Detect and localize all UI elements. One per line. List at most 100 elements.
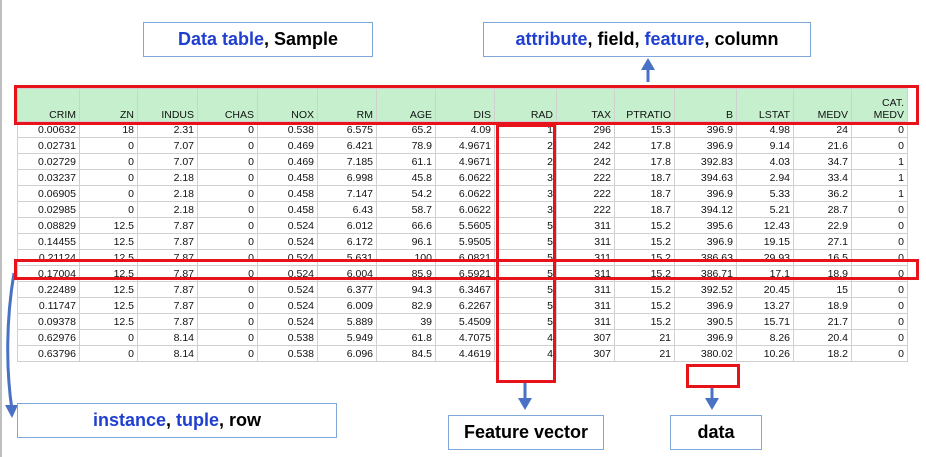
table-cell: 21.6 <box>793 137 852 154</box>
table-cell: 12.5 <box>79 217 138 234</box>
table-cell: 0 <box>197 329 258 346</box>
table-cell: 6.421 <box>317 137 377 154</box>
instance-text: instance <box>92 410 166 430</box>
up-arrow <box>641 58 655 82</box>
table-cell: 15 <box>793 281 852 298</box>
table-cell: 390.5 <box>674 313 737 330</box>
table-cell: 392.83 <box>674 153 737 170</box>
data-table: CRIM ZN INDUS CHAS NOX RM AGE DIS RAD TAX PTRATIO B… <box>17 88 908 362</box>
table-cell: 8.26 <box>736 329 794 346</box>
table-cell: 307 <box>556 329 615 346</box>
column-header: TAX <box>556 88 615 122</box>
table-cell: 311 <box>556 233 615 250</box>
table-cell: 0.02985 <box>17 201 80 218</box>
table-cell: 5.889 <box>317 313 377 330</box>
table-row: 0.11747 12.5 7.87 0 0.524 6.009 82.9 6.2267 5 311… <box>17 297 908 314</box>
table-cell: 0 <box>851 201 908 218</box>
table-cell: 0 <box>79 329 138 346</box>
table-cell: 0 <box>197 185 258 202</box>
table-row: 0.14455 12.5 7.87 0 0.524 6.172 96.1 5.9505 5 311… <box>17 233 908 250</box>
table-cell: 7.87 <box>137 297 198 314</box>
table-cell: 0.14455 <box>17 233 80 250</box>
table-cell: 396.9 <box>674 297 737 314</box>
table-cell: 0 <box>197 137 258 154</box>
table-cell: 18.7 <box>614 201 675 218</box>
table-cell: 7.147 <box>317 185 377 202</box>
table-cell: 0.524 <box>257 217 318 234</box>
table-cell: 0 <box>197 313 258 330</box>
table-cell: 6.0622 <box>435 201 495 218</box>
table-cell: 311 <box>556 217 615 234</box>
table-cell: 0 <box>79 153 138 170</box>
table-cell: 12.5 <box>79 233 138 250</box>
table-cell: 5.4509 <box>435 313 495 330</box>
table-cell: 0.538 <box>257 345 318 362</box>
column-header: AGE <box>376 88 436 122</box>
table-cell: 15.71 <box>736 313 794 330</box>
table-cell: 15.2 <box>614 217 675 234</box>
table-cell: 18.9 <box>793 297 852 314</box>
table-cell: 0 <box>197 217 258 234</box>
table-cell: 394.12 <box>674 201 737 218</box>
table-cell: 5.949 <box>317 329 377 346</box>
table-row: 0.63796 0 8.14 0 0.538 6.096 84.5 4.4619 4 307 21 3… <box>17 345 908 362</box>
table-cell: 0 <box>851 297 908 314</box>
table-cell: 0.08829 <box>17 217 80 234</box>
table-row: 0.02731 0 7.07 0 0.469 6.421 78.9 4.9671 2 242 17.… <box>17 137 908 154</box>
table-cell: 4.4619 <box>435 345 495 362</box>
table-cell: 4.9671 <box>435 137 495 154</box>
table-cell: 19.15 <box>736 233 794 250</box>
table-row: 0.22489 12.5 7.87 0 0.524 6.377 94.3 6.3467 5 311… <box>17 281 908 298</box>
table-cell: 0.524 <box>257 233 318 250</box>
table-cell: 7.87 <box>137 281 198 298</box>
column-header: CHAS <box>197 88 258 122</box>
table-cell: 54.2 <box>376 185 436 202</box>
table-cell: 396.9 <box>674 185 737 202</box>
table-cell: 45.8 <box>376 169 436 186</box>
table-cell: 0.11747 <box>17 297 80 314</box>
table-cell: 0 <box>197 169 258 186</box>
table-cell: 17.8 <box>614 153 675 170</box>
table-cell: 17.8 <box>614 137 675 154</box>
table-cell: 28.7 <box>793 201 852 218</box>
table-cell: 21.7 <box>793 313 852 330</box>
table-cell: 395.6 <box>674 217 737 234</box>
table-cell: 78.9 <box>376 137 436 154</box>
table-cell: 39 <box>376 313 436 330</box>
table-cell: 6.43 <box>317 201 377 218</box>
table-cell: 7.185 <box>317 153 377 170</box>
table-cell: 0 <box>851 217 908 234</box>
table-cell: 61.8 <box>376 329 436 346</box>
table-cell: 8.14 <box>137 329 198 346</box>
table-cell: 12.43 <box>736 217 794 234</box>
rad-column-highlight <box>496 124 556 383</box>
row-highlight <box>14 259 919 280</box>
table-cell: 5.5605 <box>435 217 495 234</box>
table-row: 0.08829 12.5 7.87 0 0.524 6.012 66.6 5.5605 5 311… <box>17 217 908 234</box>
table-cell: 242 <box>556 137 615 154</box>
table-cell: 96.1 <box>376 233 436 250</box>
table-row: 0.62976 0 8.14 0 0.538 5.949 61.8 4.7075 4 307 21 3… <box>17 329 908 346</box>
table-cell: 222 <box>556 185 615 202</box>
column-header: DIS <box>435 88 495 122</box>
column-header: INDUS <box>137 88 198 122</box>
feature-vector-label: Feature vector <box>448 415 604 450</box>
table-cell: 0.469 <box>257 137 318 154</box>
table-cell: 0.524 <box>257 313 318 330</box>
table-cell: 10.26 <box>736 345 794 362</box>
table-cell: 6.2267 <box>435 297 495 314</box>
table-cell: 0 <box>851 137 908 154</box>
table-cell: 1 <box>851 185 908 202</box>
table-cell: 0.458 <box>257 185 318 202</box>
table-cell: 7.87 <box>137 233 198 250</box>
data-text: data <box>697 422 735 442</box>
table-cell: 66.6 <box>376 217 436 234</box>
table-cell: 311 <box>556 281 615 298</box>
table-cell: 0 <box>197 345 258 362</box>
table-cell: 0.538 <box>257 329 318 346</box>
table-cell: 0 <box>197 281 258 298</box>
table-cell: 13.27 <box>736 297 794 314</box>
table-cell: 0 <box>79 345 138 362</box>
comma-one: , <box>165 410 176 430</box>
table-cell: 21 <box>614 345 675 362</box>
